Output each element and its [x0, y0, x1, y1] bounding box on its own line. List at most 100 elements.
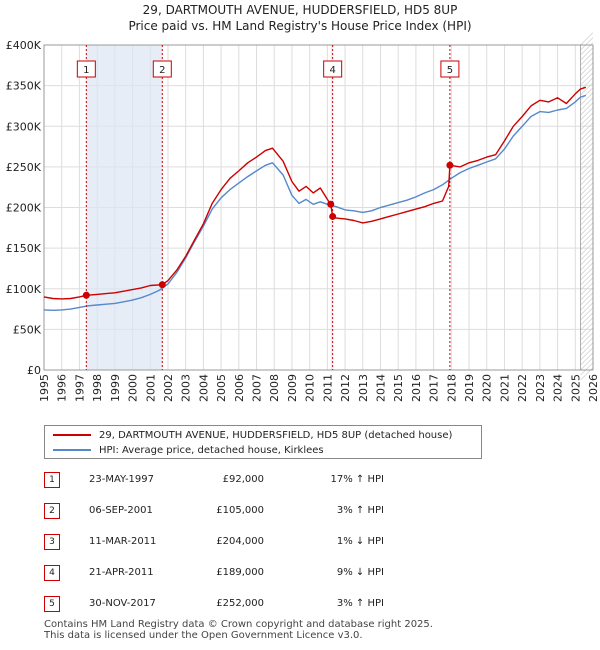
transaction-hpi: 1% ↓ HPI	[336, 536, 384, 547]
forecast-hatch	[580, 137, 594, 151]
forecast-hatch	[580, 357, 594, 371]
forecast-hatch	[580, 247, 594, 261]
forecast-hatch	[580, 32, 594, 46]
x-tick-label: 2004	[197, 374, 210, 402]
x-tick-label: 2024	[552, 374, 565, 402]
forecast-hatch	[580, 62, 594, 76]
transaction-number: 2	[44, 503, 60, 519]
transaction-marker	[327, 200, 335, 208]
transaction-price: £252,000	[216, 598, 264, 609]
forecast-hatch	[580, 232, 594, 246]
x-tick-label: 2005	[215, 374, 228, 402]
table-row: 5 30-NOV-2017 £252,000 3% ↑ HPI	[44, 596, 444, 612]
chart-subtitle: Price paid vs. HM Land Registry's House …	[128, 19, 472, 33]
forecast-hatch	[580, 207, 594, 221]
price-chart: £0 £50K £100K £150K £200K £250K £300K £350K £400…	[6, 32, 600, 402]
property-price-line	[43, 86, 587, 300]
x-tick-label: 2023	[534, 374, 547, 402]
x-tick-label: 2000	[127, 374, 140, 402]
forecast-hatch	[580, 122, 594, 136]
y-tick-label: £350K	[6, 80, 42, 93]
forecast-hatch	[580, 52, 594, 66]
forecast-hatch	[580, 142, 594, 156]
x-tick-label: 2010	[304, 374, 317, 402]
forecast-hatch	[580, 67, 594, 81]
x-tick-label: 2020	[481, 374, 494, 402]
x-tick-label: 2021	[498, 374, 511, 402]
x-tick-label: 2022	[516, 374, 529, 402]
x-tick-label: 2025	[569, 374, 582, 402]
transaction-number: 1	[44, 472, 60, 488]
transaction-hpi: 9% ↓ HPI	[336, 567, 384, 578]
forecast-hatch	[580, 37, 594, 51]
transaction-date: 11-MAR-2011	[89, 536, 157, 547]
forecast-hatch	[580, 152, 594, 166]
legend-swatch-blue	[53, 449, 91, 451]
forecast-hatch	[580, 242, 594, 256]
transaction-marker	[158, 281, 166, 289]
x-tick-label: 2018	[445, 374, 458, 402]
forecast-hatch	[580, 292, 594, 306]
y-tick-label: £0	[27, 364, 41, 377]
table-row: 1 23-MAY-1997 £92,000 17% ↑ HPI	[44, 472, 444, 488]
transaction-date: 21-APR-2011	[89, 567, 154, 578]
transaction-number: 5	[44, 596, 60, 612]
transaction-label: 4	[329, 65, 335, 76]
x-tick-label: 2017	[428, 374, 441, 402]
legend-label-property: 29, DARTMOUTH AVENUE, HUDDERSFIELD, HD5 …	[99, 430, 453, 441]
transaction-number: 4	[44, 565, 60, 581]
forecast-hatch	[580, 317, 594, 331]
x-tick-label: 2007	[251, 374, 264, 402]
x-tick-label: 2019	[463, 374, 476, 402]
forecast-hatch	[580, 82, 594, 96]
table-row: 3 11-MAR-2011 £204,000 1% ↓ HPI	[44, 534, 444, 550]
forecast-hatch	[580, 287, 594, 301]
y-tick-label: £50K	[13, 323, 42, 336]
forecast-hatch	[580, 267, 594, 281]
x-tick-label: 2001	[144, 374, 157, 402]
legend-swatch-red	[53, 434, 91, 436]
forecast-hatch	[580, 297, 594, 311]
forecast-hatch	[580, 167, 594, 181]
y-tick-label: £300K	[6, 120, 42, 133]
x-tick-label: 2003	[180, 374, 193, 402]
transaction-label: 1	[83, 65, 89, 76]
transaction-date: 23-MAY-1997	[89, 474, 155, 485]
forecast-hatch	[580, 307, 594, 321]
x-tick-label: 2016	[410, 374, 423, 402]
shaded-period	[86, 45, 163, 370]
x-tick-label: 1998	[91, 374, 104, 402]
x-tick-label: 2012	[339, 374, 352, 402]
transaction-label-box	[323, 60, 343, 78]
forecast-hatch	[580, 252, 594, 266]
chart-title: 29, DARTMOUTH AVENUE, HUDDERSFIELD, HD5 …	[142, 3, 458, 17]
forecast-hatch	[580, 237, 594, 251]
forecast-hatch	[580, 182, 594, 196]
forecast-hatch	[580, 97, 594, 111]
forecast-hatch	[580, 322, 594, 336]
forecast-hatch	[580, 162, 594, 176]
x-tick-label: 2006	[233, 374, 246, 402]
hpi-line	[43, 94, 587, 311]
transaction-label-box	[152, 60, 172, 78]
forecast-hatch	[580, 257, 594, 271]
x-tick-label: 2013	[357, 374, 370, 402]
transaction-price: £204,000	[216, 536, 264, 547]
forecast-hatch	[580, 332, 594, 346]
transaction-hpi: 17% ↑ HPI	[330, 474, 384, 485]
forecast-hatch	[580, 227, 594, 241]
forecast-hatch	[580, 337, 594, 351]
forecast-hatch	[580, 192, 594, 206]
transaction-price: £105,000	[216, 505, 264, 516]
forecast-hatch	[580, 92, 594, 106]
transaction-price: £92,000	[222, 474, 264, 485]
forecast-hatch	[580, 197, 594, 211]
x-tick-label: 1996	[56, 374, 69, 402]
table-row: 4 21-APR-2011 £189,000 9% ↓ HPI	[44, 565, 444, 581]
y-tick-label: £200K	[6, 202, 42, 215]
forecast-hatch	[580, 57, 594, 71]
forecast-hatch	[580, 147, 594, 161]
forecast-hatch	[580, 47, 594, 61]
table-row: 2 06-SEP-2001 £105,000 3% ↑ HPI	[44, 503, 444, 519]
x-tick-label: 2026	[587, 374, 600, 402]
